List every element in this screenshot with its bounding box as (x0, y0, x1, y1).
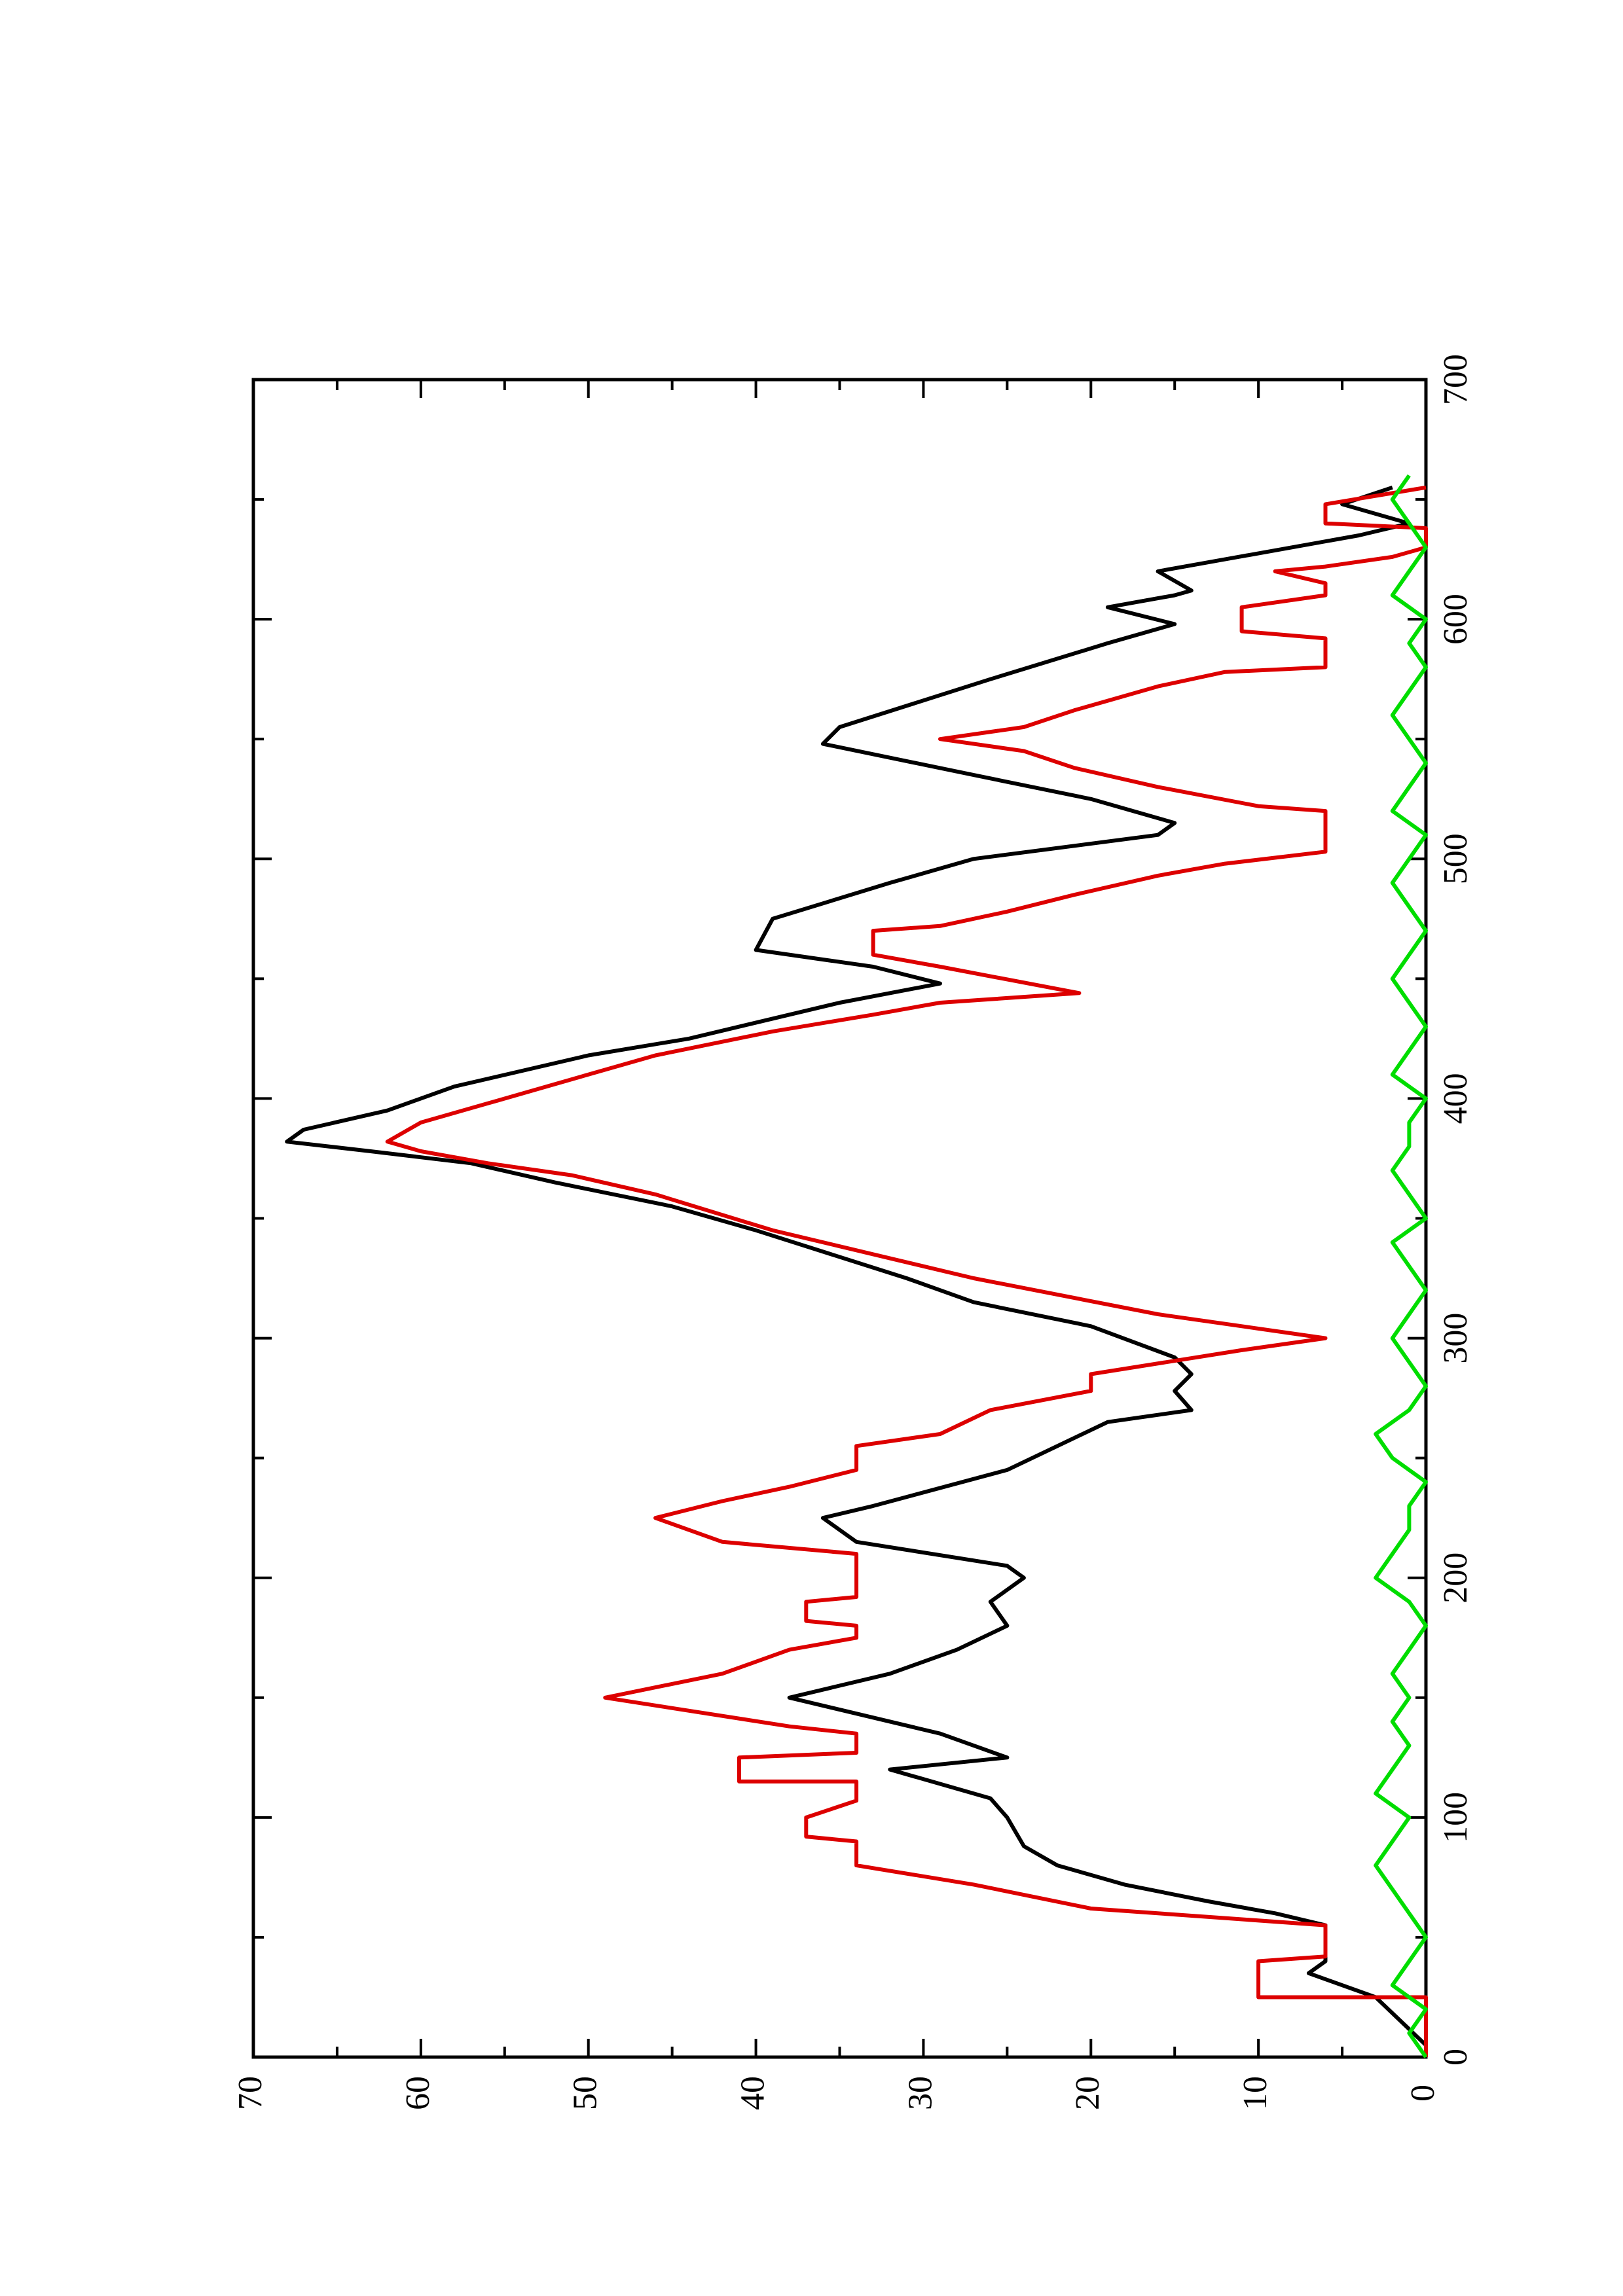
y-tick-label: 40 (735, 2076, 772, 2110)
series-line (385, 485, 1428, 2057)
x-tick-label: 700 (1437, 354, 1474, 405)
y-tick-label: 70 (232, 2076, 269, 2110)
x-tick-label: 300 (1437, 1313, 1474, 1364)
series-line (1374, 474, 1428, 2058)
x-tick-label: 400 (1437, 1073, 1474, 1124)
x-tick-label: 100 (1437, 1792, 1474, 1843)
x-tick-label: 500 (1437, 833, 1474, 884)
x-tick-label: 600 (1437, 594, 1474, 645)
x-tick-label: 200 (1437, 1552, 1474, 1604)
series-line (285, 485, 1428, 2047)
y-tick-label: 10 (1237, 2076, 1274, 2110)
y-tick-label: 20 (1069, 2076, 1106, 2110)
x-tick-label: 0 (1437, 2049, 1474, 2066)
y-tick-label: 60 (399, 2076, 437, 2110)
y-tick-label: 30 (902, 2076, 939, 2110)
y-tick-label: 50 (567, 2076, 604, 2110)
y-tick-label: 0 (1404, 2085, 1442, 2102)
